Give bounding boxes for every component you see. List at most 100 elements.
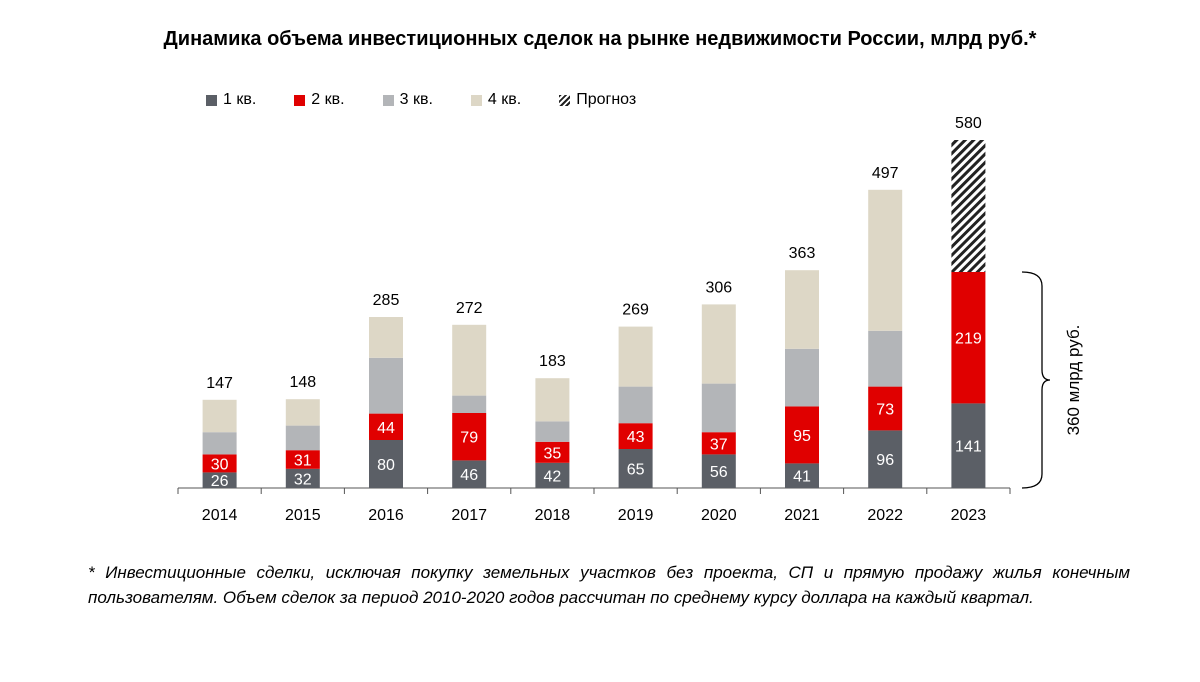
- bar-2020-3-кв: [701, 383, 736, 433]
- legend-item-3: 3 кв.: [382, 91, 433, 109]
- x-tick-label-2015: 2015: [285, 507, 321, 524]
- bar-2021-1-кв: [785, 463, 819, 488]
- x-tick-label-2022: 2022: [867, 507, 903, 524]
- total-label-2019: 269: [622, 302, 649, 319]
- data-label-2014-1-кв: 26: [211, 473, 229, 490]
- data-label-2018-1-кв: 42: [544, 468, 562, 485]
- bar-2018-1-кв: [535, 462, 570, 488]
- legend-item-1: 1 кв.: [206, 91, 256, 109]
- total-label-2021: 363: [789, 245, 816, 262]
- total-label-2017: 272: [456, 300, 483, 317]
- data-label-2022-2-кв: 73: [876, 402, 894, 419]
- bar-2019-3-кв: [618, 386, 653, 424]
- data-label-2017-2-кв: 79: [460, 430, 478, 447]
- total-label-2023: 580: [955, 115, 982, 132]
- total-label-2018: 183: [539, 353, 566, 370]
- x-tick-label-2017: 2017: [451, 507, 487, 524]
- legend-item-4: 4 кв.: [470, 91, 522, 109]
- bracket-label: 360 млрд руб.: [1064, 325, 1083, 436]
- bar-2015-3-кв: [285, 425, 320, 451]
- bar-2019-1-кв: [618, 449, 653, 488]
- bar-2020-1-кв: [701, 454, 736, 488]
- data-label-2015-2-кв: 31: [294, 453, 312, 470]
- x-tick-label-2014: 2014: [202, 507, 238, 524]
- legend-item-5: Прогноз: [559, 91, 636, 109]
- bar-2020-4-кв: [701, 304, 736, 384]
- legend-swatch: [206, 94, 217, 106]
- data-label-2023-1-кв: 141: [955, 439, 982, 456]
- legend-label: 1 кв.: [223, 91, 257, 108]
- total-label-2016: 285: [373, 292, 400, 309]
- data-label-2019-1-кв: 65: [627, 462, 645, 479]
- legend-label: Прогноз: [576, 91, 637, 108]
- bar-2014-4-кв: [202, 399, 237, 433]
- total-label-2015: 148: [289, 374, 316, 391]
- x-tick-label-2018: 2018: [535, 507, 571, 524]
- legend-label: 2 кв.: [311, 91, 345, 108]
- bar-2017-3-кв: [452, 395, 487, 413]
- data-label-2018-2-кв: 35: [544, 445, 562, 462]
- bar-2017-1-кв: [452, 460, 487, 488]
- bar-2023-прогноз: [951, 140, 986, 272]
- data-label-2015-1-кв: 32: [294, 471, 312, 488]
- bar-2015-4-кв: [285, 399, 320, 426]
- chart-title: Динамика объема инвестиционных сделок на…: [163, 28, 1037, 50]
- bar-2014-1-кв: [202, 472, 237, 488]
- data-label-2017-1-кв: 46: [460, 467, 478, 484]
- bar-2016-4-кв: [369, 317, 403, 358]
- bar-2018-2-кв: [535, 441, 570, 463]
- data-label-2019-2-кв: 43: [627, 429, 645, 446]
- total-label-2014: 147: [206, 375, 233, 392]
- x-tick-label-2019: 2019: [618, 507, 654, 524]
- x-tick-label-2023: 2023: [951, 507, 987, 524]
- bar-2021-2-кв: [785, 406, 819, 464]
- bar-2023-2-кв: [951, 272, 986, 404]
- data-label-2021-2-кв: 95: [793, 428, 811, 445]
- bar-2014-2-кв: [202, 454, 237, 473]
- data-label-2016-1-кв: 80: [377, 457, 395, 474]
- data-label-2016-2-кв: 44: [377, 420, 395, 437]
- legend-item-2: 2 кв.: [294, 91, 345, 109]
- data-label-2021-1-кв: 41: [793, 469, 811, 486]
- data-label-2020-2-кв: 37: [710, 436, 728, 453]
- bar-2020-2-кв: [701, 432, 736, 455]
- bar-2014-3-кв: [202, 432, 237, 455]
- bar-2021-4-кв: [785, 270, 819, 349]
- bar-2019-4-кв: [618, 326, 653, 387]
- bar-2022-4-кв: [868, 189, 903, 331]
- bar-2015-2-кв: [285, 450, 320, 469]
- total-label-2020: 306: [705, 279, 732, 296]
- bar-2017-2-кв: [452, 413, 487, 461]
- data-label-2023-2-кв: 219: [955, 331, 982, 348]
- data-label-2014-2-кв: 30: [211, 456, 229, 473]
- legend-swatch: [470, 94, 482, 106]
- legend-swatch: [559, 94, 571, 106]
- bar-2016-1-кв: [369, 440, 403, 488]
- x-tick-label-2020: 2020: [701, 507, 737, 524]
- bar-2016-2-кв: [369, 413, 403, 440]
- bar-2018-4-кв: [535, 378, 570, 422]
- bar-2019-2-кв: [618, 423, 653, 449]
- bar-2023-1-кв: [951, 403, 986, 488]
- data-label-2020-1-кв: 56: [710, 464, 728, 481]
- bar-2022-2-кв: [868, 386, 903, 431]
- legend-label: 3 кв.: [399, 91, 433, 108]
- legend-swatch: [294, 94, 306, 106]
- footnote: * Инвестиционные сделки, исключая покупк…: [88, 563, 1130, 607]
- bracket: [1021, 271, 1051, 489]
- legend-swatch: [382, 94, 394, 106]
- bar-2017-4-кв: [452, 324, 487, 396]
- bar-2016-3-кв: [369, 357, 403, 414]
- bar-2015-1-кв: [285, 468, 320, 488]
- legend-label: 4 кв.: [487, 91, 522, 108]
- x-tick-label-2016: 2016: [368, 507, 404, 524]
- data-label-2022-1-кв: 96: [876, 452, 894, 469]
- x-tick-label-2021: 2021: [784, 507, 820, 524]
- chart-legend: 1 кв. 2 кв. 3 кв. 4 кв. Прогноз: [206, 89, 674, 111]
- bar-2018-3-кв: [535, 421, 570, 442]
- total-label-2022: 497: [872, 165, 899, 182]
- bar-2022-3-кв: [868, 330, 903, 387]
- bar-2021-3-кв: [785, 348, 819, 407]
- bar-2022-1-кв: [868, 430, 903, 488]
